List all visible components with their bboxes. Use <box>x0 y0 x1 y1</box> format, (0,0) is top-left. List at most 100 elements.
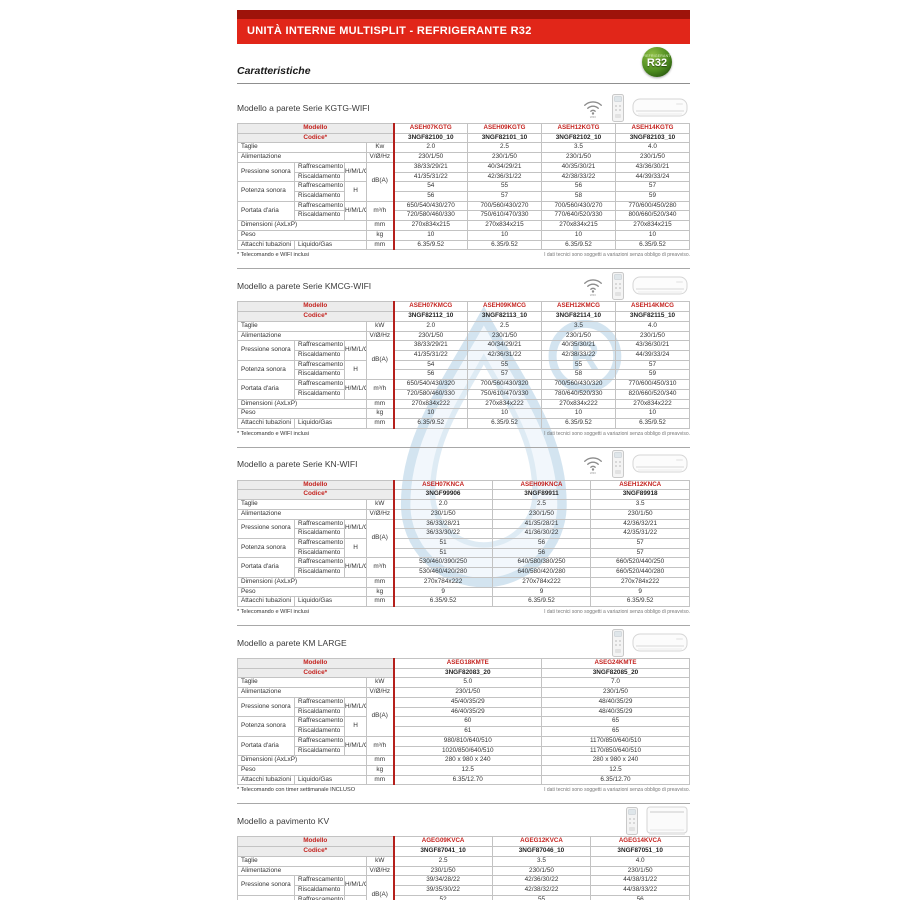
sub-label-raffrescamento: Raffrescamento <box>294 359 345 371</box>
spec-table: Modello ASEH07KNCA ASEH09KNCA ASEH12KNCA Co… <box>236 479 690 608</box>
row-label-pressione: Pressione sonora <box>237 161 295 183</box>
section-header: Modello a parete KM LARGE <box>237 628 690 658</box>
unit-kw: kW <box>365 677 395 689</box>
spec-value: 230/1/50 <box>392 152 468 163</box>
model-name: AGEG14KVCA <box>590 836 690 848</box>
spec-value: 280 x 980 x 240 <box>392 755 542 766</box>
model-name: ASEH07KNCA <box>392 479 493 491</box>
spec-value: 6.35/9.52 <box>540 239 616 251</box>
spec-value: 660/520/440/280 <box>590 567 690 578</box>
sub-label-raffrescamento: Raffrescamento <box>294 161 345 173</box>
spec-value: 2.5 <box>467 320 542 332</box>
page-heading: Caratteristiche <box>237 65 311 77</box>
spec-value: 270x784x222 <box>392 576 493 588</box>
sub-label-hmlq: H/M/L/Q <box>344 735 367 757</box>
model-name: AGEG09KVCA <box>392 836 493 848</box>
spec-value: 10 <box>467 229 542 241</box>
sub-label-liquido-gas: Liquido/Gas <box>294 417 367 429</box>
row-label-attacchi: Attacchi tubazioni <box>237 774 295 786</box>
spec-value: 4.0 <box>614 320 691 332</box>
spec-value: 640/580/420/280 <box>491 567 592 578</box>
row-label-peso: Peso <box>237 764 367 776</box>
row-label-dimensioni: Dimensioni (AxLxP) <box>237 398 367 410</box>
sub-label-hmlq: H/M/L/Q <box>344 518 367 540</box>
spec-value: 2.0 <box>392 142 468 154</box>
remote-control-image <box>612 93 624 122</box>
spec-value: 3.5 <box>540 142 616 154</box>
spec-value: 43/36/30/21 <box>614 340 691 351</box>
section-footer: * Telecomando con timer settimanale INCL… <box>237 787 690 793</box>
section-images <box>626 806 690 836</box>
spec-value: 6.35/9.52 <box>392 417 468 429</box>
wall-unit-image <box>632 98 688 116</box>
sub-label-hmlq: H/M/L/Q <box>344 696 367 718</box>
sub-label-hmlq: H/M/L/Q <box>344 340 367 361</box>
spec-value: 800/660/520/340 <box>614 210 691 222</box>
spec-value: 750/610/470/330 <box>467 210 542 222</box>
spec-value: 39/35/30/22 <box>392 884 493 896</box>
section-header: Modello a parete Serie KMCG-WIFI WIFI <box>237 271 690 301</box>
model-code: 3NGF99906 <box>392 489 493 501</box>
sub-label-raffrescamento: Raffrescamento <box>294 735 345 747</box>
sub-label-raffrescamento: Raffrescamento <box>294 379 345 390</box>
unit-mm: mm <box>365 398 395 410</box>
wall-unit-image <box>632 276 688 295</box>
spec-value: 270x834x222 <box>392 398 468 410</box>
sub-label-raffrescamento: Raffrescamento <box>294 181 345 193</box>
model-name: ASEH09KGTG <box>467 123 542 134</box>
spec-value: 65 <box>541 726 690 737</box>
spec-value: 270x834x215 <box>392 220 468 231</box>
sub-label-riscaldamento: Riscaldamento <box>294 567 345 578</box>
unit-kw: kW <box>365 320 395 332</box>
unit-mm: mm <box>365 417 395 429</box>
banner-title: UNITÀ INTERNE MULTISPLIT - REFRIGERANTE … <box>247 25 532 37</box>
unit-kw: kW <box>365 855 395 867</box>
spec-value: 55 <box>467 181 542 193</box>
sub-label-liquido-gas: Liquido/Gas <box>294 774 367 786</box>
spec-value: 56 <box>491 538 592 549</box>
section-kv-pavimento: Modello a pavimento KV Modello AGEG09KVCA… <box>236 803 690 900</box>
catalog-page: UNITÀ INTERNE MULTISPLIT - REFRIGERANTE … <box>236 0 691 900</box>
sub-label-h: H <box>344 894 367 900</box>
section-header: Modello a pavimento KV <box>237 806 690 836</box>
spec-value: 38/33/29/21 <box>392 340 468 351</box>
model-code: 3NGF82112_10 <box>392 311 468 322</box>
sub-label-riscaldamento: Riscaldamento <box>294 171 345 183</box>
spec-value: 4.0 <box>614 142 691 154</box>
model-code: 3NGF87051_10 <box>590 846 690 857</box>
spec-value: 230/1/50 <box>540 330 616 342</box>
spec-value: 12.5 <box>541 764 690 776</box>
spec-value: 230/1/50 <box>541 687 690 698</box>
unit-m3h: m³/h <box>365 735 395 757</box>
section-footnote: * Telecomando con timer settimanale INCL… <box>237 787 356 794</box>
spec-value: 6.35/9.52 <box>614 417 691 429</box>
header-codice: Codice* <box>236 489 395 501</box>
row-label-alimentazione: Alimentazione <box>237 865 367 877</box>
disclaimer: I dati tecnici sono soggetti a variazion… <box>544 609 690 616</box>
spec-value: 55 <box>491 894 592 900</box>
spec-value: 57 <box>614 359 691 371</box>
spec-value: 4.0 <box>590 855 690 867</box>
sub-label-riscaldamento: Riscaldamento <box>294 745 345 757</box>
header-codice: Codice* <box>236 132 395 144</box>
row-label-peso: Peso <box>237 408 367 419</box>
spec-value: 230/1/50 <box>491 865 592 877</box>
spec-value: 10 <box>540 229 616 241</box>
header-modello: Modello <box>236 658 395 669</box>
spec-table: Modello ASEH07KMCG ASEH09KMCG ASEH12KMCG ASE… <box>236 301 691 429</box>
row-label-taglie: Taglie <box>237 142 367 154</box>
spec-value: 59 <box>614 369 691 381</box>
spec-value: 230/1/50 <box>590 508 690 520</box>
spec-value: 780/640/520/330 <box>540 388 616 400</box>
row-label-taglie: Taglie <box>237 320 367 332</box>
spec-value: 270x784x222 <box>590 576 690 588</box>
model-name: AGEG12KVCA <box>491 836 592 848</box>
section-title: Modello a pavimento KV <box>237 815 330 826</box>
model-code: 3NGF82085_20 <box>541 667 690 679</box>
sub-label-raffrescamento: Raffrescamento <box>294 894 345 900</box>
banner-top-strip <box>237 10 690 19</box>
model-code: 3NGF82115_10 <box>614 311 691 322</box>
spec-value: 52 <box>392 894 493 900</box>
spec-value: 57 <box>467 191 542 202</box>
row-label-alimentazione: Alimentazione <box>237 330 367 342</box>
